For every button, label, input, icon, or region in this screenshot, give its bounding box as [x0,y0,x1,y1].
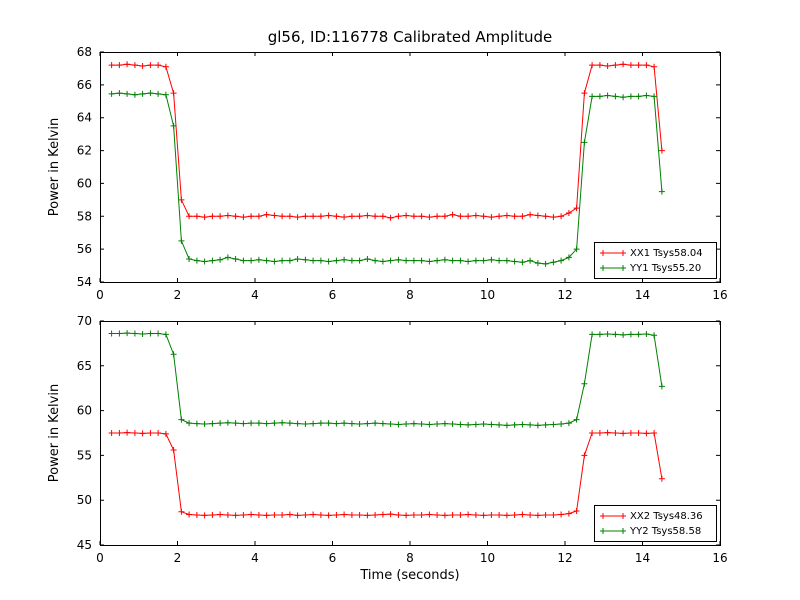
y-tick-label: 64 [77,111,92,125]
x-tick-label: 2 [174,288,182,302]
x-tick-label: 14 [635,288,650,302]
y-tick-label: 45 [77,538,92,552]
x-tick-label: 8 [406,551,414,565]
legend-sample-yy1 [600,265,626,271]
legend-box [594,505,717,542]
x-tick-label: 14 [635,551,650,565]
series-markers-xx2 [108,429,665,519]
series-markers-yy1 [108,90,665,267]
series-markers-xx1 [108,61,665,221]
x-tick-label: 12 [557,288,572,302]
series-markers-yy2 [108,330,665,429]
y-tick-label: 54 [77,275,92,289]
axis-ticks [99,51,721,283]
y-tick-label: 62 [77,144,92,158]
x-tick-label: 6 [329,551,337,565]
y-tick-label: 56 [77,242,92,256]
x-tick-label: 12 [557,551,572,565]
y-axis-label: Power in Kelvin [47,384,62,482]
legend-label: YY2 Tsys58.58 [629,526,701,537]
subplot-bottom: 0 2 4 6 8 10 12 14 16 45 50 55 60 65 70 Power in Kelvin… [47,314,728,583]
x-tick-label: 0 [96,288,104,302]
y-axis-label: Power in Kelvin [47,118,62,216]
legend-sample-yy2 [600,528,626,534]
series-line-xx1 [111,63,663,219]
x-tick-label: 10 [480,288,495,302]
x-tick-label: 10 [480,551,495,565]
x-tick-label: 16 [712,551,727,565]
y-tick-label: 60 [77,176,92,190]
y-tick-label: 65 [77,359,92,373]
axis-ticks [99,320,721,546]
x-tick-label: 4 [251,288,259,302]
x-tick-label: 2 [174,551,182,565]
series-line-xx2 [111,432,663,516]
chart-title: gl56, ID:116778 Calibrated Amplitude [267,28,553,46]
y-tick-label: 58 [77,209,92,223]
x-tick-label: 0 [96,551,104,565]
y-tick-label: 55 [77,448,92,462]
x-tick-label: 4 [251,551,259,565]
y-tick-label: 70 [77,314,92,328]
x-axis-label: Time (seconds) [359,568,459,583]
series-line-yy2 [111,332,663,426]
legend-label: XX2 Tsys48.36 [630,511,703,522]
series-line-yy1 [111,92,663,265]
y-tick-label: 68 [77,45,92,59]
y-tick-label: 50 [77,493,92,507]
y-tick-label: 66 [77,78,92,92]
legend-box [594,242,717,279]
legend-sample-xx2 [600,513,626,519]
legend-label: YY1 Tsys55.20 [629,263,701,274]
y-tick-label: 60 [77,404,92,418]
x-tick-label: 6 [329,288,337,302]
legend-sample-xx1 [600,250,626,256]
legend-label: XX1 Tsys58.04 [630,248,703,259]
x-tick-label: 8 [406,288,414,302]
x-tick-label: 16 [712,288,727,302]
